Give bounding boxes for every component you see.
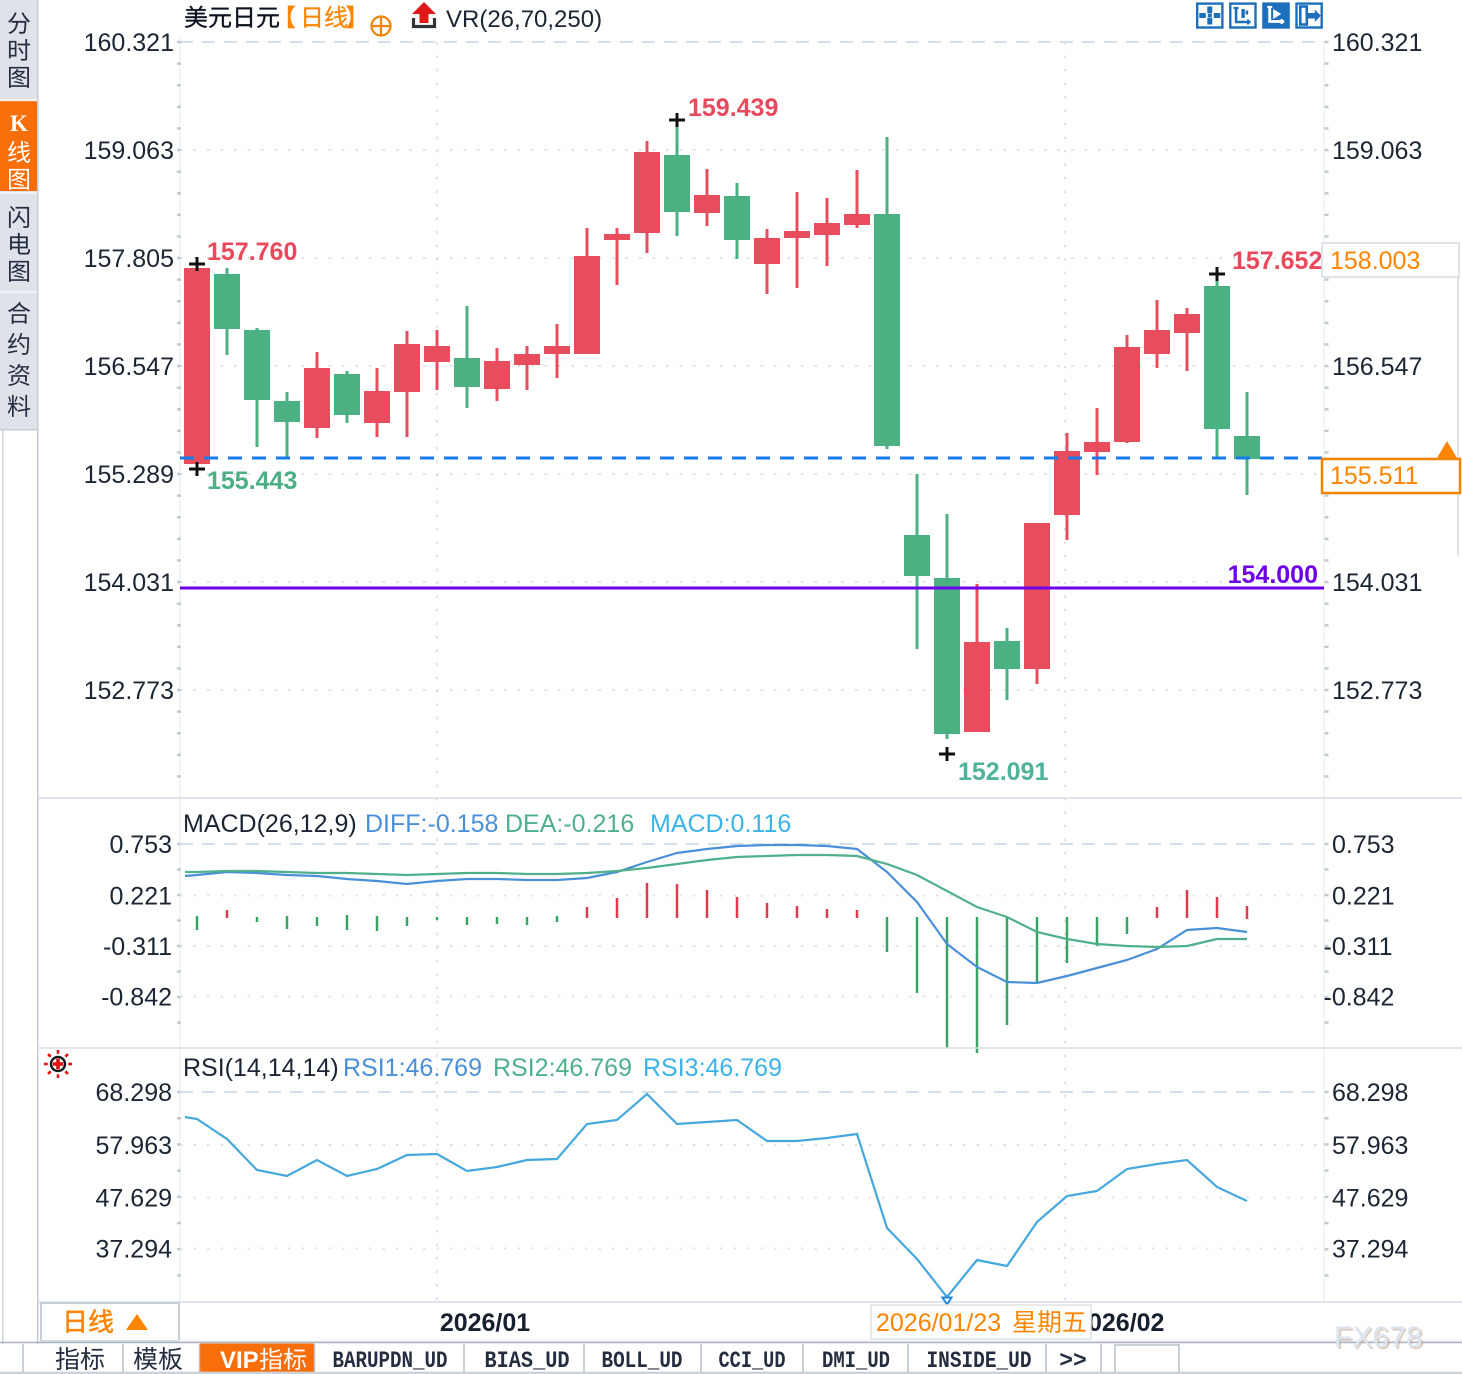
svg-text:158.003: 158.003	[1330, 247, 1420, 275]
svg-text:156.547: 156.547	[84, 353, 174, 381]
svg-text:VR(26,70,250): VR(26,70,250)	[446, 6, 602, 33]
svg-text:BOLL_UD: BOLL_UD	[602, 1348, 683, 1374]
svg-text:155.511: 155.511	[1330, 462, 1419, 490]
svg-text:RSI3:46.769: RSI3:46.769	[643, 1054, 782, 1082]
svg-text:2026/01: 2026/01	[440, 1309, 530, 1337]
svg-text:152.773: 152.773	[1332, 677, 1422, 705]
svg-text:VIP: VIP	[220, 1347, 259, 1374]
svg-text:FX678: FX678	[1334, 1321, 1422, 1354]
svg-text:57.963: 57.963	[96, 1132, 172, 1160]
svg-text:DMI_UD: DMI_UD	[822, 1348, 890, 1374]
svg-text:37.294: 37.294	[1332, 1236, 1409, 1264]
svg-text:DIFF:-0.158: DIFF:-0.158	[365, 810, 498, 838]
svg-text:>>: >>	[1059, 1348, 1087, 1374]
svg-text:155.443: 155.443	[207, 467, 297, 495]
svg-text:-0.842: -0.842	[101, 984, 172, 1012]
svg-text:RSI2:46.769: RSI2:46.769	[493, 1054, 632, 1082]
svg-text:160.321: 160.321	[1332, 29, 1422, 57]
svg-text:BARUPDN_UD: BARUPDN_UD	[333, 1348, 448, 1374]
svg-text:FX678: FX678	[1336, 1323, 1424, 1356]
svg-text:47.629: 47.629	[96, 1185, 172, 1213]
svg-text:37.294: 37.294	[96, 1236, 173, 1264]
svg-text:0.753: 0.753	[1332, 831, 1395, 859]
svg-text:CCI_UD: CCI_UD	[719, 1348, 786, 1374]
svg-text:68.298: 68.298	[96, 1079, 172, 1107]
svg-text:154.031: 154.031	[84, 569, 174, 597]
svg-text:152.773: 152.773	[84, 677, 174, 705]
svg-text:160.321: 160.321	[84, 29, 174, 57]
svg-text:154.000: 154.000	[1228, 561, 1318, 589]
svg-text:157.652: 157.652	[1232, 247, 1322, 275]
svg-text:RSI1:46.769: RSI1:46.769	[343, 1054, 482, 1082]
svg-text:DEA:-0.216: DEA:-0.216	[505, 810, 634, 838]
svg-text:154.031: 154.031	[1332, 569, 1422, 597]
svg-text:-0.842: -0.842	[1324, 984, 1395, 1012]
svg-text:BIAS_UD: BIAS_UD	[485, 1348, 570, 1374]
svg-text:INSIDE_UD: INSIDE_UD	[927, 1348, 1032, 1374]
svg-text:-0.311: -0.311	[1324, 933, 1393, 961]
svg-text:-0.311: -0.311	[103, 933, 172, 961]
svg-text:159.439: 159.439	[688, 94, 778, 122]
svg-text:47.629: 47.629	[1332, 1185, 1408, 1213]
svg-text:2026/01/23: 2026/01/23	[876, 1309, 1001, 1337]
svg-text:156.547: 156.547	[1332, 353, 1422, 381]
svg-text:K: K	[10, 111, 28, 136]
svg-text:159.063: 159.063	[1332, 137, 1422, 165]
svg-text:57.963: 57.963	[1332, 1132, 1408, 1160]
svg-text:68.298: 68.298	[1332, 1079, 1408, 1107]
svg-text:155.289: 155.289	[84, 461, 174, 489]
svg-text:0.753: 0.753	[109, 831, 172, 859]
svg-text:026/02: 026/02	[1088, 1309, 1164, 1337]
svg-text:0.221: 0.221	[1332, 883, 1395, 911]
svg-text:RSI(14,14,14): RSI(14,14,14)	[183, 1054, 339, 1082]
svg-text:157.760: 157.760	[207, 238, 297, 266]
svg-text:MACD(26,12,9): MACD(26,12,9)	[183, 810, 357, 838]
svg-text:159.063: 159.063	[84, 137, 174, 165]
svg-text:0.221: 0.221	[109, 883, 172, 911]
svg-text:152.091: 152.091	[958, 758, 1048, 786]
svg-text:MACD:0.116: MACD:0.116	[650, 810, 791, 838]
svg-text:157.805: 157.805	[84, 245, 174, 273]
